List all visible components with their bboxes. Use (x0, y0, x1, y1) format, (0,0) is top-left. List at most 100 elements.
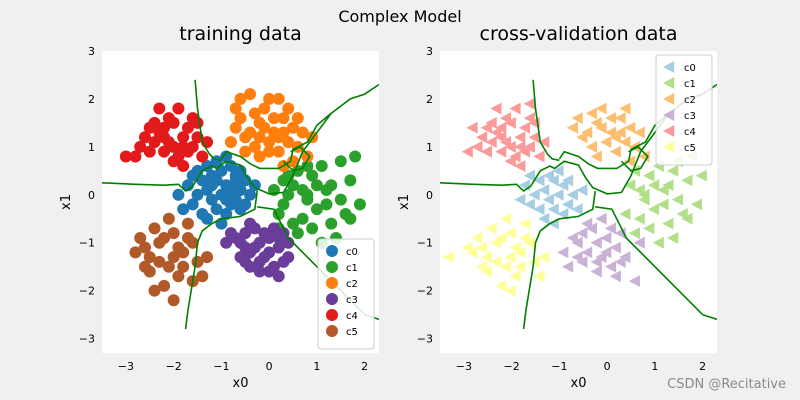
point-c4 (129, 150, 142, 163)
point-c2 (619, 136, 631, 149)
cv-xtick-label: −1 (551, 360, 567, 373)
point-c2 (263, 136, 276, 149)
watermark: CSDN @Recitative (667, 377, 786, 392)
point-c5 (172, 241, 185, 254)
point-c3 (263, 265, 276, 278)
decision-boundary (620, 145, 649, 172)
point-c0 (172, 188, 185, 201)
training-ylabel: x1 (59, 194, 74, 210)
point-c3 (258, 227, 271, 240)
training-xtick-label: −2 (166, 360, 182, 373)
point-c5 (167, 294, 180, 307)
point-c2 (604, 112, 617, 125)
point-c0 (244, 188, 257, 201)
point-c5 (514, 260, 526, 273)
point-c2 (258, 102, 271, 115)
point-c4 (466, 121, 478, 134)
legend-label-c1: c1 (684, 79, 696, 90)
point-c2 (287, 121, 300, 134)
point-c1 (643, 169, 655, 182)
point-c1 (647, 179, 660, 192)
point-c4 (119, 150, 132, 163)
point-c5 (490, 255, 502, 268)
point-c5 (162, 212, 175, 225)
legend-label-c5: c5 (684, 143, 696, 154)
cv-ylabel: x1 (397, 194, 412, 210)
cv-xlabel: x0 (571, 376, 587, 391)
cv-ytick-label: 1 (426, 141, 433, 154)
point-c0 (523, 169, 535, 182)
point-c1 (667, 232, 679, 244)
point-c5 (129, 246, 142, 259)
point-c2 (267, 112, 280, 125)
figure-suptitle: Complex Model (338, 7, 461, 26)
point-c5 (485, 222, 497, 235)
point-c2 (614, 112, 626, 125)
point-c3 (244, 217, 257, 230)
decision-boundary (522, 190, 596, 330)
point-c2 (633, 126, 645, 139)
point-c2 (585, 140, 598, 153)
legend-label-c3: c3 (684, 111, 696, 122)
point-c1 (296, 212, 309, 225)
cv-xtick-label: 2 (699, 360, 706, 373)
point-c3 (224, 227, 237, 240)
point-c1 (633, 212, 645, 225)
point-c5 (143, 251, 156, 264)
point-c2 (272, 92, 285, 105)
point-c3 (633, 236, 645, 249)
point-c2 (229, 121, 242, 134)
point-c0 (528, 188, 540, 201)
legend-marker-c2 (326, 277, 338, 289)
point-c4 (514, 160, 526, 172)
point-c1 (681, 212, 693, 225)
point-c3 (263, 246, 276, 259)
point-c3 (566, 232, 578, 244)
point-c0 (538, 184, 550, 196)
point-c1 (662, 179, 674, 192)
point-c5 (504, 251, 516, 264)
cross-validation-panel: cross-validation data −3 −2 −1 0 1 2 −3 −2 −1 0 1 2 3… (397, 23, 717, 391)
training-ytick-label: 2 (88, 93, 95, 106)
point-c5 (138, 241, 151, 254)
point-c2 (239, 145, 252, 158)
point-c5 (518, 232, 531, 244)
legend-label-c2: c2 (684, 95, 696, 106)
point-c2 (263, 92, 276, 105)
point-c3 (239, 227, 252, 240)
training-ytick-label: −2 (79, 285, 95, 298)
point-c1 (633, 184, 645, 196)
point-c3 (581, 246, 593, 259)
point-c0 (205, 169, 218, 182)
point-c5 (504, 284, 516, 297)
legend-label-c5: c5 (346, 327, 358, 338)
training-xlabel: x0 (233, 376, 249, 391)
point-c2 (301, 150, 314, 163)
training-ytick-label: 1 (88, 141, 95, 154)
point-c5 (196, 270, 209, 283)
point-c2 (282, 102, 295, 115)
point-c3 (609, 270, 621, 283)
cv-ytick-label: 2 (426, 93, 433, 106)
point-c1 (638, 193, 650, 206)
point-c1 (325, 217, 338, 230)
point-c2 (282, 136, 295, 149)
point-c3 (590, 255, 602, 268)
point-c1 (306, 222, 319, 235)
point-c1 (619, 208, 631, 220)
legend-marker-c1 (326, 261, 338, 273)
point-c0 (205, 179, 218, 192)
point-c3 (277, 255, 290, 268)
point-c0 (538, 212, 550, 225)
decision-boundary (532, 79, 560, 162)
point-c4 (177, 131, 190, 144)
point-c5 (480, 251, 492, 264)
training-xtick-label: −1 (213, 360, 229, 373)
point-c0 (552, 188, 564, 201)
point-c4 (480, 121, 492, 134)
cv-ytick-label: −1 (417, 237, 433, 250)
point-c2 (291, 112, 304, 125)
point-c0 (566, 188, 578, 201)
point-c2 (253, 150, 266, 163)
